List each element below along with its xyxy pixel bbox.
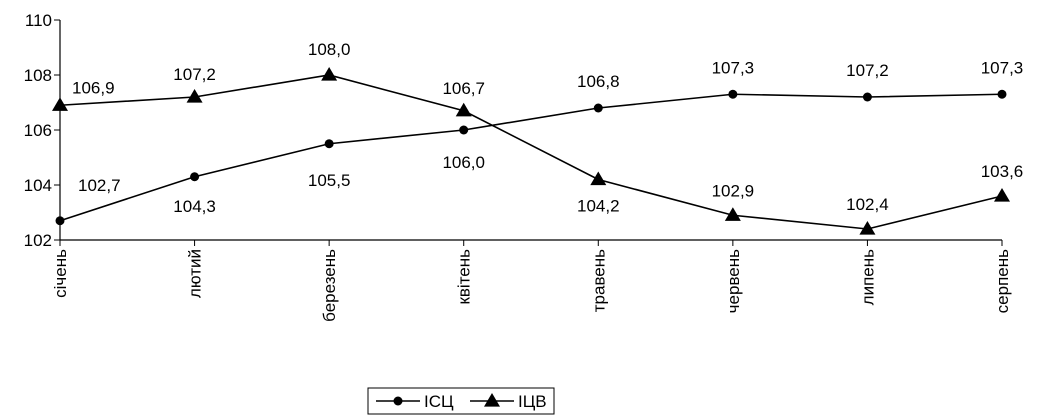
data-label: 102,7 <box>78 176 121 195</box>
data-label: 106,7 <box>442 79 485 98</box>
series-2 <box>52 67 1010 235</box>
data-label: 102,9 <box>712 181 755 200</box>
data-point-circle <box>862 92 872 102</box>
x-tick-label: червень <box>724 249 743 313</box>
data-point-circle <box>55 216 65 226</box>
x-tick-label: січень <box>51 249 70 298</box>
data-point-circle <box>728 89 738 99</box>
y-tick-label: 110 <box>25 11 52 30</box>
series-line <box>59 93 1003 222</box>
data-label: 107,2 <box>173 65 216 84</box>
data-label: 106,9 <box>72 78 115 97</box>
x-tick-label: травень <box>589 249 608 312</box>
x-tick-label: лютий <box>186 249 205 298</box>
data-point-circle <box>593 103 603 113</box>
x-tick-label: березень <box>320 249 339 322</box>
x-tick-label: липень <box>858 249 877 305</box>
legend: ІСЦ ІЦВ <box>367 387 555 415</box>
data-label: 106,0 <box>442 153 485 172</box>
data-point-circle <box>459 125 469 135</box>
legend-item: ІЦВ <box>470 392 547 411</box>
series-1 <box>55 89 1007 226</box>
data-point-triangle <box>52 97 68 111</box>
data-point-circle <box>393 396 403 406</box>
data-point-triangle <box>859 221 876 235</box>
data-label: 105,5 <box>308 171 351 190</box>
x-tick-label: серпень <box>993 249 1012 313</box>
data-point-circle <box>997 89 1007 99</box>
x-tick-label: квітень <box>455 249 474 305</box>
legend-label: ІЦВ <box>518 392 547 411</box>
y-tick-label: 108 <box>24 66 52 85</box>
data-label: 103,6 <box>981 162 1024 181</box>
legend-label: ІСЦ <box>424 392 454 411</box>
data-point-circle <box>324 139 334 149</box>
y-tick-label: 104 <box>24 176 52 195</box>
data-label: 106,8 <box>577 72 620 91</box>
x-axis-ticks: січень лютий березень квітень травень червень… <box>51 240 1012 322</box>
series-layer <box>52 67 1010 235</box>
data-point-triangle <box>724 207 741 221</box>
data-label: 107,3 <box>981 58 1024 77</box>
data-label: 108,0 <box>308 40 351 59</box>
y-axis-ticks: 102 104 106 108 110 <box>24 11 60 250</box>
data-point-triangle <box>484 393 500 407</box>
data-point-triangle <box>455 102 472 117</box>
legend-box <box>367 387 555 415</box>
data-label: 104,3 <box>173 197 216 216</box>
data-point-circle <box>190 172 200 182</box>
data-point-triangle <box>994 188 1010 202</box>
data-point-triangle <box>186 89 203 103</box>
series-line <box>59 74 1003 230</box>
data-label: 102,4 <box>846 195 889 214</box>
legend-item: ІСЦ <box>376 392 454 411</box>
data-label: 104,2 <box>577 197 620 216</box>
data-label: 107,3 <box>712 58 755 77</box>
data-labels: 102,7 104,3 105,5 106,0 106,8 107,3 107,2 107,3… <box>72 40 1023 216</box>
y-tick-label: 106 <box>24 121 52 140</box>
y-tick-label: 102 <box>24 231 52 250</box>
data-label: 107,2 <box>846 61 889 80</box>
data-point-triangle <box>590 171 607 186</box>
data-point-triangle <box>321 67 338 81</box>
